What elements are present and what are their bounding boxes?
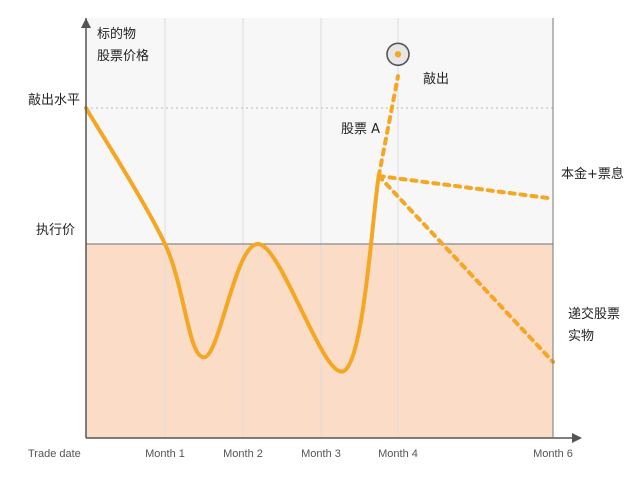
- series-line-3: [376, 174, 555, 364]
- x-tick-label-4: Month 4: [378, 448, 418, 460]
- below-strike-zone: [86, 244, 553, 438]
- x-axis-arrow: [572, 433, 582, 443]
- y-axis-arrow: [81, 18, 91, 28]
- delivery-label-line-1: 递交股票: [568, 306, 620, 322]
- knockout-marker: [386, 42, 410, 67]
- x-tick-label-0: Trade date: [28, 448, 81, 460]
- y-axis-label-line-1: 标的物: [97, 26, 136, 42]
- knockout-event-label: 敲出: [423, 71, 449, 87]
- series-line-2: [376, 174, 555, 201]
- series-group: [84, 74, 555, 374]
- principal-coupon-label: 本金+票息: [561, 166, 624, 182]
- month-gridlines: [164, 18, 399, 438]
- x-tick-label-3: Month 3: [301, 448, 341, 460]
- x-tick-label-1: Month 1: [145, 448, 185, 460]
- series-line-1: [376, 74, 400, 178]
- delivery-label-line-2: 实物: [568, 329, 594, 344]
- x-tick-labels: Trade date Month 1 Month 2 Month 3 Month 4 Mo…: [28, 448, 573, 460]
- x-tick-label-2: Month 2: [223, 448, 263, 460]
- knockout-marker-dot: [394, 51, 402, 58]
- x-tick-label-5: Month 6: [533, 448, 573, 460]
- knockout-level-label: 敲出水平: [28, 92, 80, 108]
- series-line-0: [84, 106, 381, 374]
- strike-level-label: 执行价: [36, 223, 75, 238]
- y-axis-label-line-2: 股票价格: [97, 48, 149, 64]
- stock-a-label: 股票 A: [341, 122, 380, 137]
- axes: [81, 18, 582, 443]
